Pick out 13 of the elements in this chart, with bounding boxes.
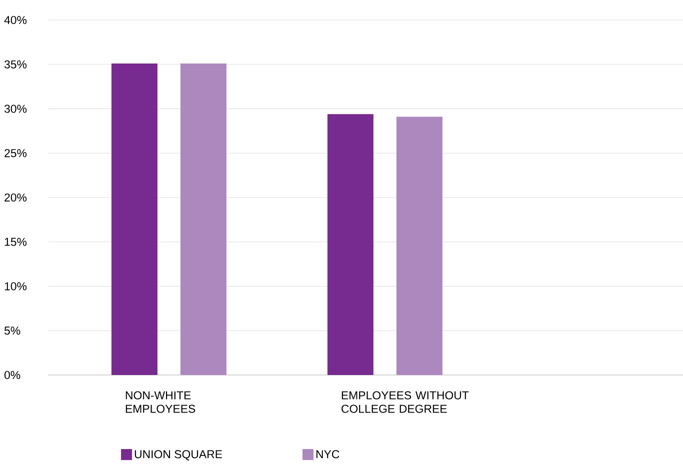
x-tick-label: NON-WHITE EMPLOYEES (126, 391, 196, 413)
y-tick-label: 25% (4, 149, 27, 158)
legend-label: NYC (316, 450, 340, 458)
y-tick-label: 0% (4, 370, 20, 380)
y-tick-label: 5% (4, 326, 20, 335)
x-tick-label: EMPLOYEES WITHOUT COLLEGE DEGREE (342, 391, 469, 413)
y-tick-label: 40% (4, 16, 27, 24)
y-tick-label: 20% (4, 193, 27, 202)
y-tick-label: 15% (4, 238, 27, 246)
y-tick-label: 30% (4, 104, 27, 113)
y-tick-label: 35% (4, 60, 27, 68)
legend-label: UNION SQUARE (134, 450, 222, 460)
y-tick-label: 10% (4, 282, 27, 290)
